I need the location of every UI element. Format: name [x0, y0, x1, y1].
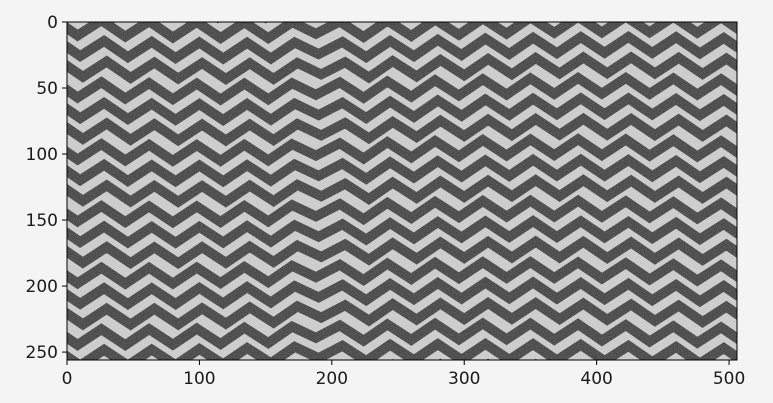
- zigzag-stripe: [67, 92, 737, 126]
- zigzag-stripe: [67, 133, 737, 167]
- x-tick-label: 400: [580, 369, 612, 389]
- y-tick-label: 50: [36, 79, 58, 99]
- plot-frame: [66, 21, 738, 361]
- zigzag-stripe: [67, 174, 737, 208]
- y-tick-label: 200: [26, 277, 58, 297]
- x-tick-label: 100: [183, 369, 215, 389]
- x-tick-label: 500: [713, 369, 745, 389]
- zigzag-stripe: [391, 358, 585, 360]
- zigzag-stripe: [67, 317, 737, 352]
- zigzag-stripe: [67, 337, 737, 360]
- y-tick-label: 150: [26, 211, 58, 231]
- image-plot-area: [54, 21, 745, 403]
- zigzag-stripe: [67, 71, 737, 106]
- y-tick-label: 250: [26, 343, 58, 363]
- zigzag-stripe: [54, 385, 745, 403]
- zigzag-stripe: [67, 276, 737, 311]
- zigzag-stripe: [169, 22, 363, 24]
- zigzag-stripe: [67, 235, 737, 270]
- y-tick-label: 100: [26, 145, 58, 165]
- x-tick-label: 0: [62, 369, 73, 389]
- zigzag-stripe: [67, 22, 737, 45]
- zigzag-stripes-image: [54, 22, 745, 403]
- zigzag-stripe: [67, 215, 737, 249]
- y-axis: 0 50 100 150 200 250: [26, 13, 67, 363]
- zigzag-stripe: [67, 256, 737, 290]
- x-tick-label: 300: [448, 369, 480, 389]
- x-tick-label: 200: [316, 369, 348, 389]
- zigzag-stripe: [67, 194, 737, 229]
- zigzag-stripe: [67, 112, 737, 147]
- zigzag-stripe: [67, 153, 737, 188]
- zigzag-stripe: [67, 297, 737, 331]
- x-axis: 0 100 200 300 400 500: [62, 360, 745, 389]
- zigzag-stripe: [67, 30, 737, 65]
- y-tick-label: 0: [47, 13, 58, 33]
- zigzag-stripe: [67, 51, 737, 85]
